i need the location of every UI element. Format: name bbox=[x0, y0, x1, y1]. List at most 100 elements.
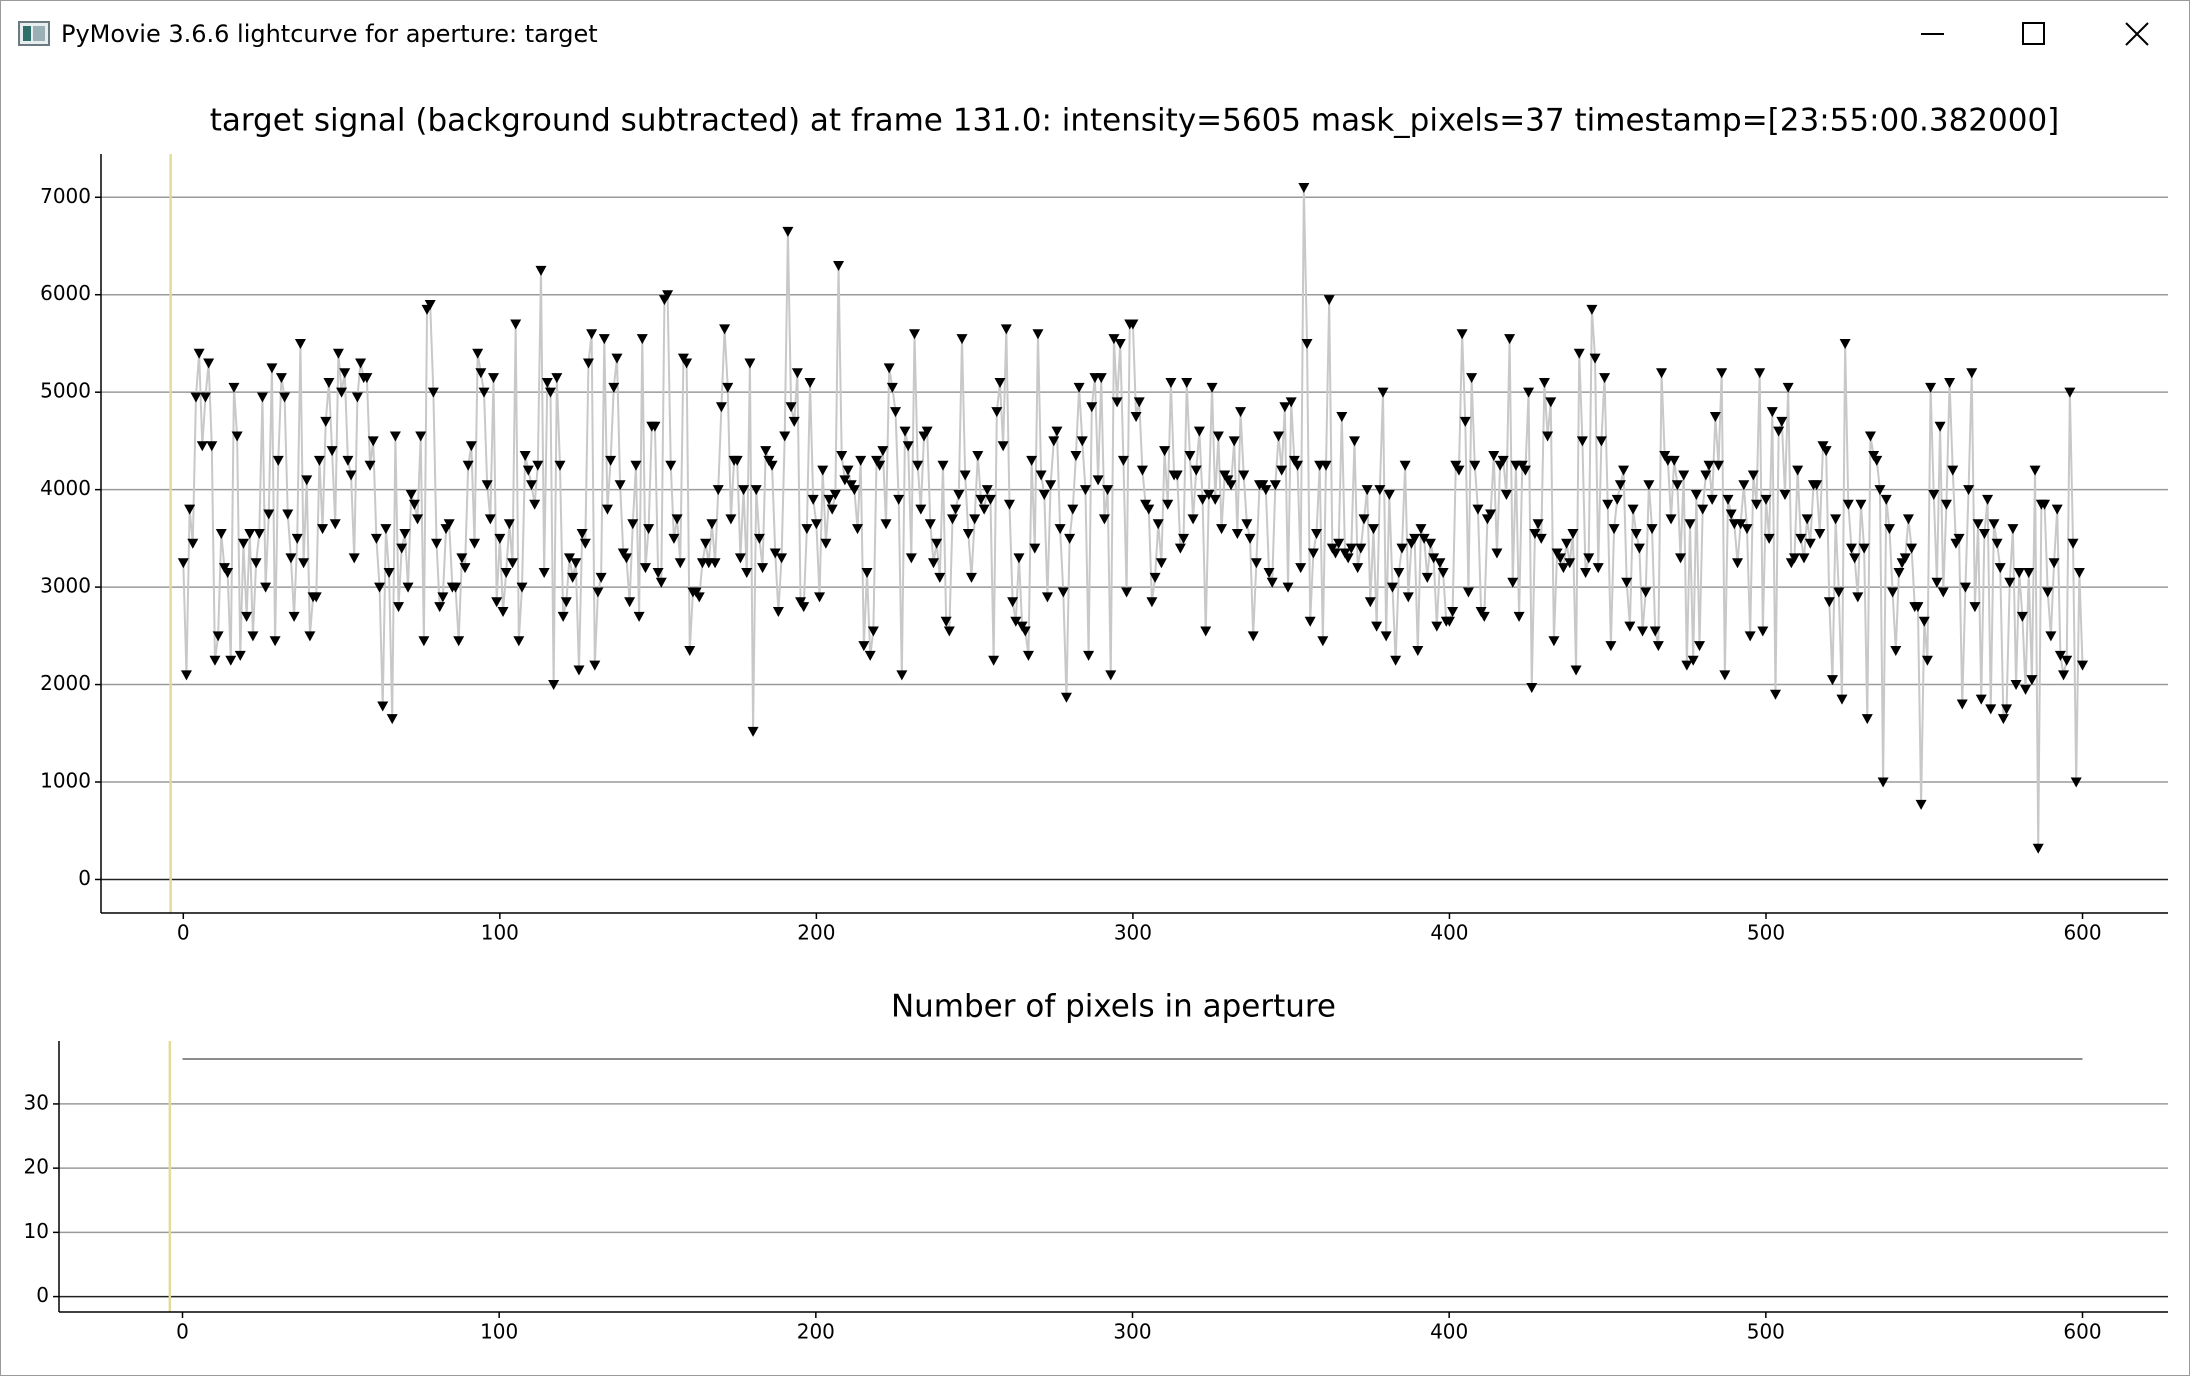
data-point bbox=[627, 519, 639, 530]
data-point bbox=[883, 363, 895, 374]
x-tick-label: 500 bbox=[1747, 1320, 1785, 1344]
data-point bbox=[753, 533, 765, 544]
data-point bbox=[804, 377, 816, 388]
data-point bbox=[1181, 377, 1193, 388]
data-point bbox=[1564, 558, 1576, 569]
data-point bbox=[1776, 416, 1788, 427]
data-point bbox=[1070, 451, 1082, 462]
data-point bbox=[462, 460, 474, 471]
data-point bbox=[1947, 465, 1959, 476]
data-point bbox=[1133, 397, 1145, 408]
data-point bbox=[2061, 655, 2073, 666]
data-point bbox=[475, 368, 487, 379]
data-point bbox=[1750, 499, 1762, 510]
data-point bbox=[836, 451, 848, 462]
data-point bbox=[399, 529, 411, 539]
close-button[interactable] bbox=[2125, 22, 2149, 46]
data-point bbox=[829, 490, 841, 501]
data-point bbox=[1605, 641, 1617, 652]
data-point bbox=[988, 655, 1000, 666]
data-point bbox=[1371, 621, 1383, 632]
data-point bbox=[1311, 529, 1323, 539]
data-point bbox=[253, 529, 265, 539]
data-point bbox=[288, 611, 300, 622]
data-point bbox=[1741, 524, 1753, 535]
data-point bbox=[1459, 416, 1471, 427]
data-point bbox=[741, 567, 753, 578]
y-tick-label: 4000 bbox=[40, 476, 91, 500]
data-point bbox=[431, 538, 443, 549]
data-point bbox=[272, 455, 284, 466]
data-point bbox=[1994, 563, 2006, 574]
data-point bbox=[620, 553, 632, 564]
data-point bbox=[1383, 490, 1395, 501]
data-point bbox=[1883, 524, 1895, 535]
data-point bbox=[890, 407, 902, 418]
data-point bbox=[858, 641, 870, 652]
data-point bbox=[228, 382, 240, 393]
data-point bbox=[1497, 455, 1509, 466]
data-point bbox=[443, 519, 455, 530]
data-point bbox=[469, 538, 481, 549]
data-point bbox=[453, 636, 465, 647]
data-point bbox=[1190, 465, 1202, 476]
data-point bbox=[896, 670, 908, 681]
data-point bbox=[1703, 460, 1715, 471]
data-point bbox=[1760, 494, 1772, 505]
data-point bbox=[1523, 387, 1535, 398]
data-point bbox=[1861, 714, 1873, 725]
data-point bbox=[459, 563, 471, 574]
data-point bbox=[1098, 514, 1110, 525]
data-point bbox=[1769, 689, 1781, 700]
data-point bbox=[1602, 499, 1614, 510]
data-point bbox=[1453, 465, 1465, 476]
data-point bbox=[1991, 538, 2003, 549]
data-point bbox=[1681, 660, 1693, 671]
data-point bbox=[608, 382, 620, 393]
data-point bbox=[320, 416, 332, 427]
data-point bbox=[1409, 533, 1421, 544]
data-point bbox=[1127, 319, 1139, 330]
data-point bbox=[1738, 480, 1750, 491]
data-point bbox=[636, 334, 648, 345]
data-point bbox=[1975, 694, 1987, 705]
data-point bbox=[867, 626, 879, 637]
data-point bbox=[1538, 377, 1550, 388]
data-point bbox=[1209, 494, 1221, 505]
data-point bbox=[833, 260, 845, 271]
data-point bbox=[1273, 431, 1285, 442]
data-point bbox=[1048, 436, 1060, 447]
data-point bbox=[1152, 519, 1164, 530]
data-point bbox=[817, 465, 829, 476]
data-point bbox=[706, 519, 718, 530]
maximize-button[interactable] bbox=[2022, 22, 2045, 45]
data-point bbox=[1735, 519, 1747, 530]
data-point bbox=[1323, 295, 1335, 306]
data-point bbox=[1694, 641, 1706, 652]
data-point bbox=[1842, 499, 1854, 510]
data-point bbox=[345, 470, 357, 481]
data-point bbox=[342, 455, 354, 466]
data-point bbox=[1561, 538, 1573, 549]
data-point bbox=[1421, 572, 1433, 583]
data-point bbox=[560, 597, 572, 608]
data-point bbox=[1529, 529, 1541, 539]
data-point bbox=[408, 499, 420, 510]
x-tick-label: 200 bbox=[797, 921, 835, 945]
data-point bbox=[304, 631, 316, 642]
data-point bbox=[1690, 490, 1702, 501]
data-point bbox=[2020, 684, 2032, 695]
data-point bbox=[1918, 616, 1930, 627]
data-point bbox=[1788, 553, 1800, 564]
data-point bbox=[1276, 465, 1288, 476]
data-point bbox=[760, 446, 772, 457]
x-tick-label: 400 bbox=[1430, 1320, 1468, 1344]
data-point bbox=[937, 460, 949, 471]
data-point bbox=[1795, 533, 1807, 544]
data-point bbox=[301, 475, 313, 486]
data-point bbox=[2029, 465, 2041, 476]
data-point bbox=[339, 368, 351, 379]
data-point bbox=[291, 533, 303, 544]
data-point bbox=[1241, 519, 1253, 530]
